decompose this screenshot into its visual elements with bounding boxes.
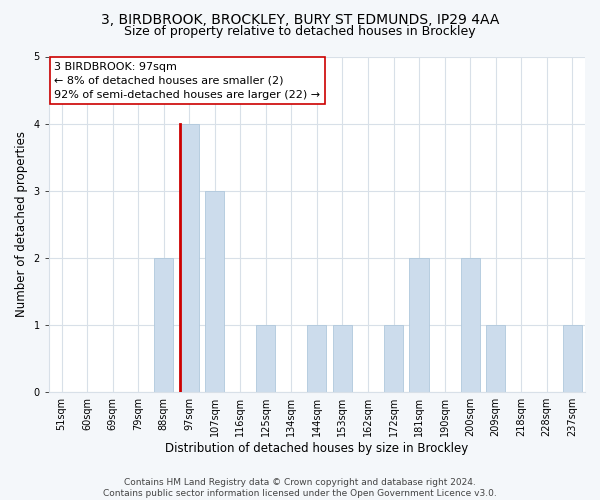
Bar — [154, 258, 173, 392]
Bar — [384, 325, 403, 392]
Y-axis label: Number of detached properties: Number of detached properties — [15, 132, 28, 318]
Bar — [461, 258, 479, 392]
X-axis label: Distribution of detached houses by size in Brockley: Distribution of detached houses by size … — [165, 442, 469, 455]
Bar — [205, 191, 224, 392]
Bar — [307, 325, 326, 392]
Text: Contains HM Land Registry data © Crown copyright and database right 2024.
Contai: Contains HM Land Registry data © Crown c… — [103, 478, 497, 498]
Text: 3 BIRDBROOK: 97sqm
← 8% of detached houses are smaller (2)
92% of semi-detached : 3 BIRDBROOK: 97sqm ← 8% of detached hous… — [54, 62, 320, 100]
Bar — [179, 124, 199, 392]
Text: 3, BIRDBROOK, BROCKLEY, BURY ST EDMUNDS, IP29 4AA: 3, BIRDBROOK, BROCKLEY, BURY ST EDMUNDS,… — [101, 12, 499, 26]
Bar — [333, 325, 352, 392]
Bar — [256, 325, 275, 392]
Bar — [563, 325, 582, 392]
Bar — [409, 258, 428, 392]
Bar — [486, 325, 505, 392]
Text: Size of property relative to detached houses in Brockley: Size of property relative to detached ho… — [124, 25, 476, 38]
